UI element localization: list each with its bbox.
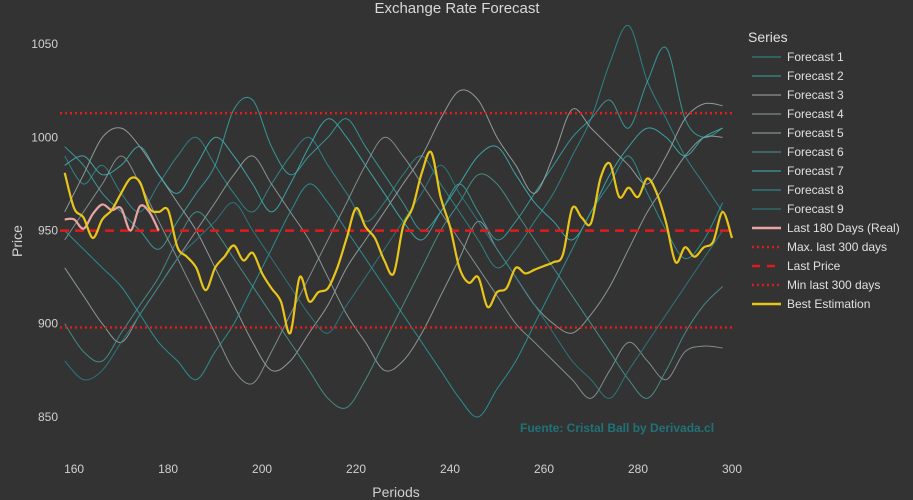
legend-item[interactable]: Forecast 9 [752, 202, 844, 216]
legend-label: Forecast 4 [787, 107, 844, 121]
series-forecast-9 [64, 164, 724, 399]
series-forecast-3 [64, 89, 723, 372]
y-axis-label: Price [9, 225, 25, 257]
legend-item[interactable]: Forecast 8 [752, 183, 844, 197]
legend-label: Last 180 Days (Real) [787, 221, 900, 235]
legend-label: Best Estimation [787, 297, 870, 311]
legend-label: Last Price [787, 259, 841, 273]
legend-label: Forecast 2 [787, 69, 844, 83]
legend-item[interactable]: Forecast 1 [752, 50, 844, 64]
legend-item[interactable]: Best Estimation [752, 297, 870, 311]
legend-item[interactable]: Forecast 4 [752, 107, 844, 121]
x-tick-label: 160 [64, 462, 84, 476]
x-tick-label: 180 [158, 462, 178, 476]
legend-item[interactable]: Forecast 5 [752, 126, 844, 140]
x-tick-label: 260 [534, 462, 554, 476]
legend-title: Series [748, 29, 788, 45]
x-axis-label: Periods [372, 484, 419, 500]
y-tick-label: 850 [38, 410, 58, 424]
legend-item[interactable]: Forecast 6 [752, 145, 844, 159]
y-tick-label: 1050 [31, 37, 58, 51]
chart-title: Exchange Rate Forecast [374, 0, 540, 17]
legend: Forecast 1 Forecast 2 Forecast 3 Forecast 4… [752, 50, 900, 311]
legend-item[interactable]: Last Price [752, 259, 841, 273]
legend-label: Forecast 1 [787, 50, 844, 64]
y-tick-label: 950 [38, 224, 58, 238]
legend-item[interactable]: Forecast 3 [752, 88, 844, 102]
legend-label: Max. last 300 days [787, 240, 887, 254]
x-tick-label: 200 [252, 462, 272, 476]
legend-label: Forecast 7 [787, 164, 844, 178]
series-forecast-8 [64, 155, 724, 418]
legend-item[interactable]: Forecast 7 [752, 164, 844, 178]
legend-label: Min last 300 days [787, 278, 880, 292]
y-tick-label: 900 [38, 317, 58, 331]
x-tick-label: 240 [440, 462, 460, 476]
legend-label: Forecast 5 [787, 126, 844, 140]
x-tick-label: 300 [722, 462, 742, 476]
series-forecast-7 [64, 118, 723, 241]
legend-item[interactable]: Max. last 300 days [752, 240, 887, 254]
legend-label: Forecast 8 [787, 183, 844, 197]
series-best-estimation [63, 150, 734, 335]
legend-label: Forecast 3 [787, 88, 844, 102]
x-axis: 160 180 200 220 240 260 280 300 [64, 462, 742, 476]
legend-label: Forecast 6 [787, 145, 844, 159]
x-tick-label: 280 [628, 462, 648, 476]
watermark: Fuente: Cristal Ball by Derivada.cl [520, 421, 714, 435]
plot-area [60, 25, 734, 418]
legend-item[interactable]: Last 180 Days (Real) [752, 221, 900, 235]
series-forecast-4 [64, 136, 723, 399]
legend-label: Forecast 9 [787, 202, 844, 216]
legend-item[interactable]: Forecast 2 [752, 69, 844, 83]
y-axis: 850 900 950 1000 1050 [31, 37, 58, 424]
legend-item[interactable]: Min last 300 days [752, 278, 880, 292]
y-tick-label: 1000 [31, 130, 58, 144]
series-forecast-5 [64, 135, 723, 372]
series-forecast-2 [64, 46, 723, 250]
x-tick-label: 220 [346, 462, 366, 476]
